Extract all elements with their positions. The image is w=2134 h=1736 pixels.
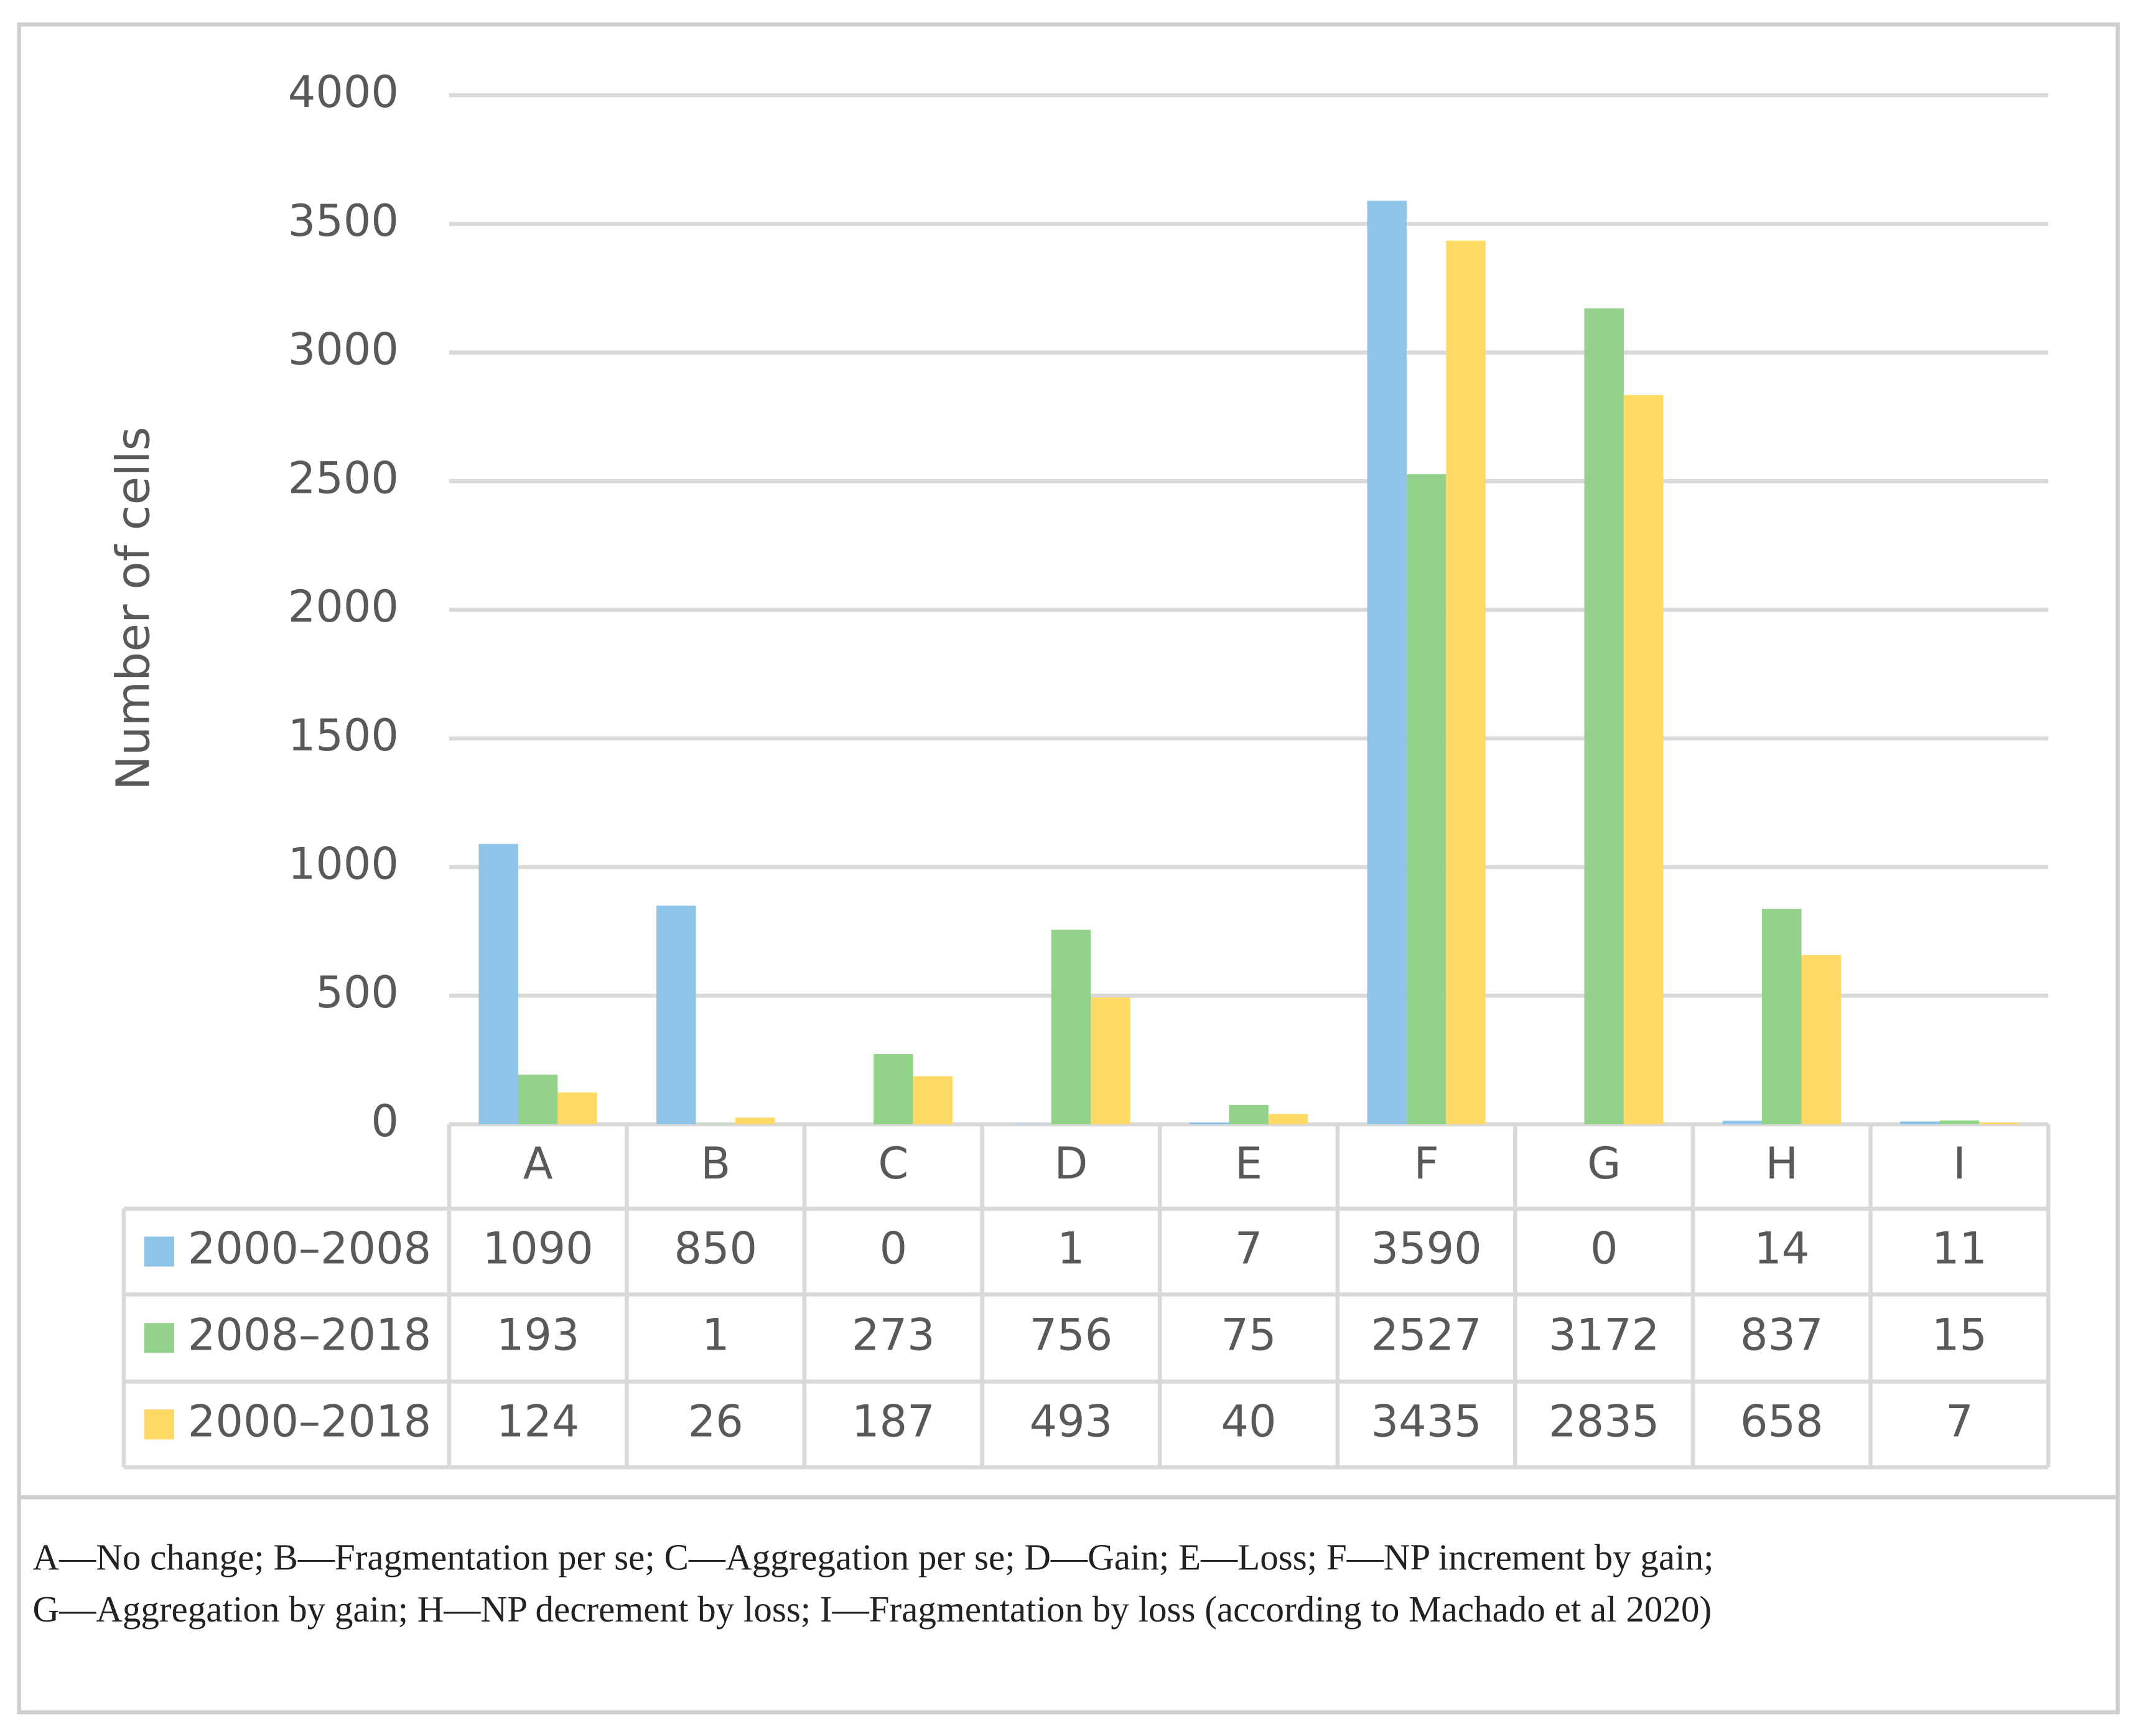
- bar: [1939, 1120, 1980, 1124]
- bar: [735, 1118, 775, 1124]
- bar: [1091, 997, 1130, 1124]
- table-value: 26: [688, 1396, 743, 1447]
- y-tick-label: 0: [371, 1096, 399, 1147]
- bar: [1189, 1122, 1229, 1124]
- table-value: 1090: [483, 1223, 594, 1274]
- table-value: 493: [1030, 1396, 1113, 1447]
- bar: [1801, 954, 1841, 1124]
- table-value: 3590: [1371, 1223, 1482, 1274]
- x-tick-label: D: [1054, 1138, 1088, 1189]
- table-value: 14: [1754, 1223, 1809, 1274]
- bar: [557, 1092, 597, 1124]
- legend-label: 2000–2018: [188, 1396, 431, 1447]
- frame: [17, 22, 2120, 1715]
- y-axis-label: Number of cells: [106, 427, 160, 790]
- table-value: 658: [1740, 1396, 1824, 1447]
- bar: [1722, 1121, 1763, 1124]
- table-value: 1: [1057, 1223, 1085, 1274]
- x-tick-label: I: [1953, 1138, 1966, 1189]
- legend-swatch: [144, 1409, 174, 1440]
- x-tick-label: E: [1235, 1138, 1262, 1189]
- y-tick-label: 2500: [288, 452, 399, 503]
- table-value: 837: [1740, 1309, 1824, 1360]
- bar: [1406, 474, 1447, 1124]
- bar: [1268, 1114, 1308, 1124]
- legend-label: 2008–2018: [188, 1309, 431, 1360]
- caption-line: A—No change; B—Fragmentation per se; C—A…: [33, 1537, 1714, 1578]
- table-value: 850: [674, 1223, 757, 1274]
- bar: [478, 844, 518, 1124]
- x-tick-label: F: [1414, 1138, 1438, 1189]
- table-value: 187: [852, 1396, 935, 1447]
- table-value: 0: [1590, 1223, 1618, 1274]
- x-tick-label: H: [1765, 1138, 1798, 1189]
- table-value: 124: [496, 1396, 580, 1447]
- table-value: 3172: [1549, 1309, 1659, 1360]
- table-value: 11: [1932, 1223, 1987, 1274]
- x-tick-label: G: [1587, 1138, 1621, 1189]
- table-value: 0: [880, 1223, 908, 1274]
- table-value: 75: [1221, 1309, 1276, 1360]
- table-value: 1: [702, 1309, 730, 1360]
- bar: [1584, 308, 1624, 1124]
- table-value: 15: [1932, 1309, 1987, 1360]
- table-value: 40: [1221, 1396, 1276, 1447]
- table-value: 2527: [1371, 1309, 1482, 1360]
- x-tick-label: C: [878, 1138, 908, 1189]
- bar: [1623, 394, 1664, 1124]
- bar: [518, 1075, 558, 1124]
- bar: [1229, 1104, 1269, 1124]
- bar: [1051, 930, 1091, 1124]
- y-tick-label: 2000: [288, 581, 399, 632]
- x-tick-label: A: [523, 1138, 553, 1189]
- bar: [1979, 1122, 2019, 1124]
- table-value: 193: [496, 1309, 580, 1360]
- table-value: 273: [852, 1309, 935, 1360]
- table-value: 2835: [1549, 1396, 1659, 1447]
- table-value: 7: [1235, 1223, 1263, 1274]
- legend-swatch: [144, 1323, 174, 1353]
- bar: [913, 1076, 953, 1124]
- bar: [1367, 200, 1407, 1124]
- legend-swatch: [144, 1236, 174, 1267]
- caption-line: G—Aggregation by gain; H—NP decrement by…: [33, 1589, 1712, 1630]
- y-tick-label: 500: [315, 967, 399, 1018]
- table-value: 3435: [1371, 1396, 1482, 1447]
- y-tick-label: 3000: [288, 324, 399, 375]
- y-tick-label: 3500: [288, 195, 399, 246]
- y-tick-label: 1000: [288, 839, 399, 890]
- y-tick-label: 1500: [288, 710, 399, 761]
- table-value: 756: [1030, 1309, 1113, 1360]
- x-tick-label: B: [701, 1138, 730, 1189]
- y-tick-label: 4000: [288, 67, 399, 118]
- bar: [1446, 240, 1486, 1124]
- bar: [1762, 908, 1802, 1124]
- table-value: 7: [1945, 1396, 1973, 1447]
- bar: [874, 1054, 913, 1124]
- bar: [1900, 1121, 1940, 1124]
- bar: [656, 905, 696, 1124]
- legend-label: 2000–2008: [188, 1223, 431, 1274]
